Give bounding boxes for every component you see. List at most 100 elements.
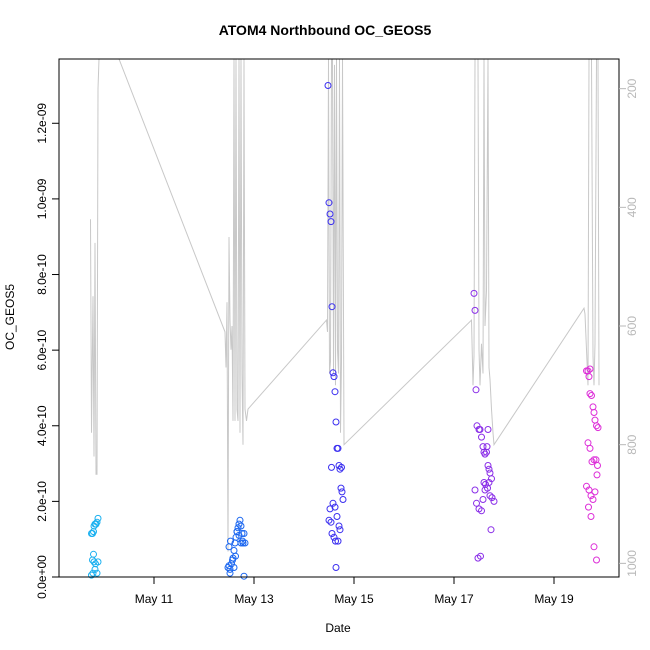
data-point [333,513,341,520]
y-tick-label: 0.0e+00 [35,555,49,599]
data-point [479,496,487,503]
x-tick-label: May 17 [434,592,474,606]
data-point [488,494,496,502]
data-point [484,426,492,433]
data-point [594,424,602,432]
data-point [327,218,335,226]
data-point [472,386,480,394]
x-tick-label: May 11 [135,592,174,606]
y-axis-ticks: 0.0e+00 2.0e-10 4.0e-10 6.0e-10 8.0e-10 1.0e-… [35,103,59,599]
data-point [336,526,344,534]
data-point [88,571,95,579]
y-tick-label: 1.2e-09 [35,103,49,144]
y-tick-label: 2.0e-10 [35,481,49,522]
data-point [590,456,598,464]
y-tick-label: 1.0e-09 [35,178,49,219]
data-point [586,444,594,452]
data-point [331,388,339,396]
data-point [93,518,101,526]
data-point [335,522,343,530]
data-point [240,572,248,580]
y-tick-label: 8.0e-10 [35,254,49,295]
data-point [330,373,338,381]
data-point [334,444,342,452]
data-point [490,497,498,505]
data-point [485,479,493,486]
y-tick-label: 6.0e-10 [35,329,49,370]
pressure-line-layer [90,58,600,552]
data-point [470,289,478,297]
data-point [328,303,336,311]
data-point [327,518,335,526]
data-point [589,496,597,503]
data-point [471,486,479,494]
y2-tick-label: 200 [625,78,639,98]
y2-tick-label: 600 [625,316,639,336]
data-point [338,463,345,471]
chart-title: ATOM4 Northbound OC_GEOS5 [219,22,432,38]
data-point [593,471,601,479]
data-point [227,537,234,545]
data-point [332,564,340,571]
x-tick-label: May 13 [234,592,274,606]
data-point [483,443,491,451]
data-point [326,505,334,513]
data-point [478,433,485,441]
y2-tick-label: 800 [625,434,639,454]
data-point [484,462,492,469]
data-point [328,463,335,471]
data-point [471,306,479,314]
data-point [235,520,243,528]
data-point [473,499,480,507]
data-point [339,496,347,503]
y2-axis-ticks: 200 400 600 800 1000 [619,78,639,577]
data-point [325,199,333,207]
data-point [324,82,332,89]
y-tick-label: 4.0e-10 [35,405,49,446]
data-point [237,522,245,530]
pressure-line [90,58,600,552]
data-point [237,539,245,547]
data-point [585,373,593,381]
data-point [94,514,102,522]
data-point [325,516,333,524]
data-point [90,528,97,536]
data-point [481,450,489,458]
data-point [590,543,598,551]
data-point [330,533,338,541]
data-point [326,210,334,218]
y2-tick-label: 1000 [625,550,639,577]
data-point [587,492,595,500]
data-point [588,458,596,466]
data-point [586,390,594,398]
data-point [91,565,99,573]
data-point [334,537,342,545]
x-tick-label: May 19 [534,592,574,606]
data-point [587,513,595,520]
data-point [478,507,485,515]
data-point [233,528,241,536]
data-point [90,550,97,558]
x-tick-label: May 15 [334,592,374,606]
data-point [90,558,98,566]
data-points-layer [88,82,602,580]
plot-frame [58,58,620,578]
y-axis-label: OC_GEOS5 [3,284,17,350]
data-point [486,492,494,500]
data-point [338,488,346,496]
data-point [235,531,243,539]
y2-tick-label: 400 [625,197,639,217]
data-point [481,486,489,494]
data-point [591,488,599,496]
data-point [585,503,592,511]
data-point [588,392,595,399]
data-point [232,552,239,560]
data-point [593,556,600,564]
data-point [239,537,246,545]
data-point [329,369,337,377]
data-point [594,462,601,469]
data-point [593,422,600,430]
data-point [230,564,238,571]
